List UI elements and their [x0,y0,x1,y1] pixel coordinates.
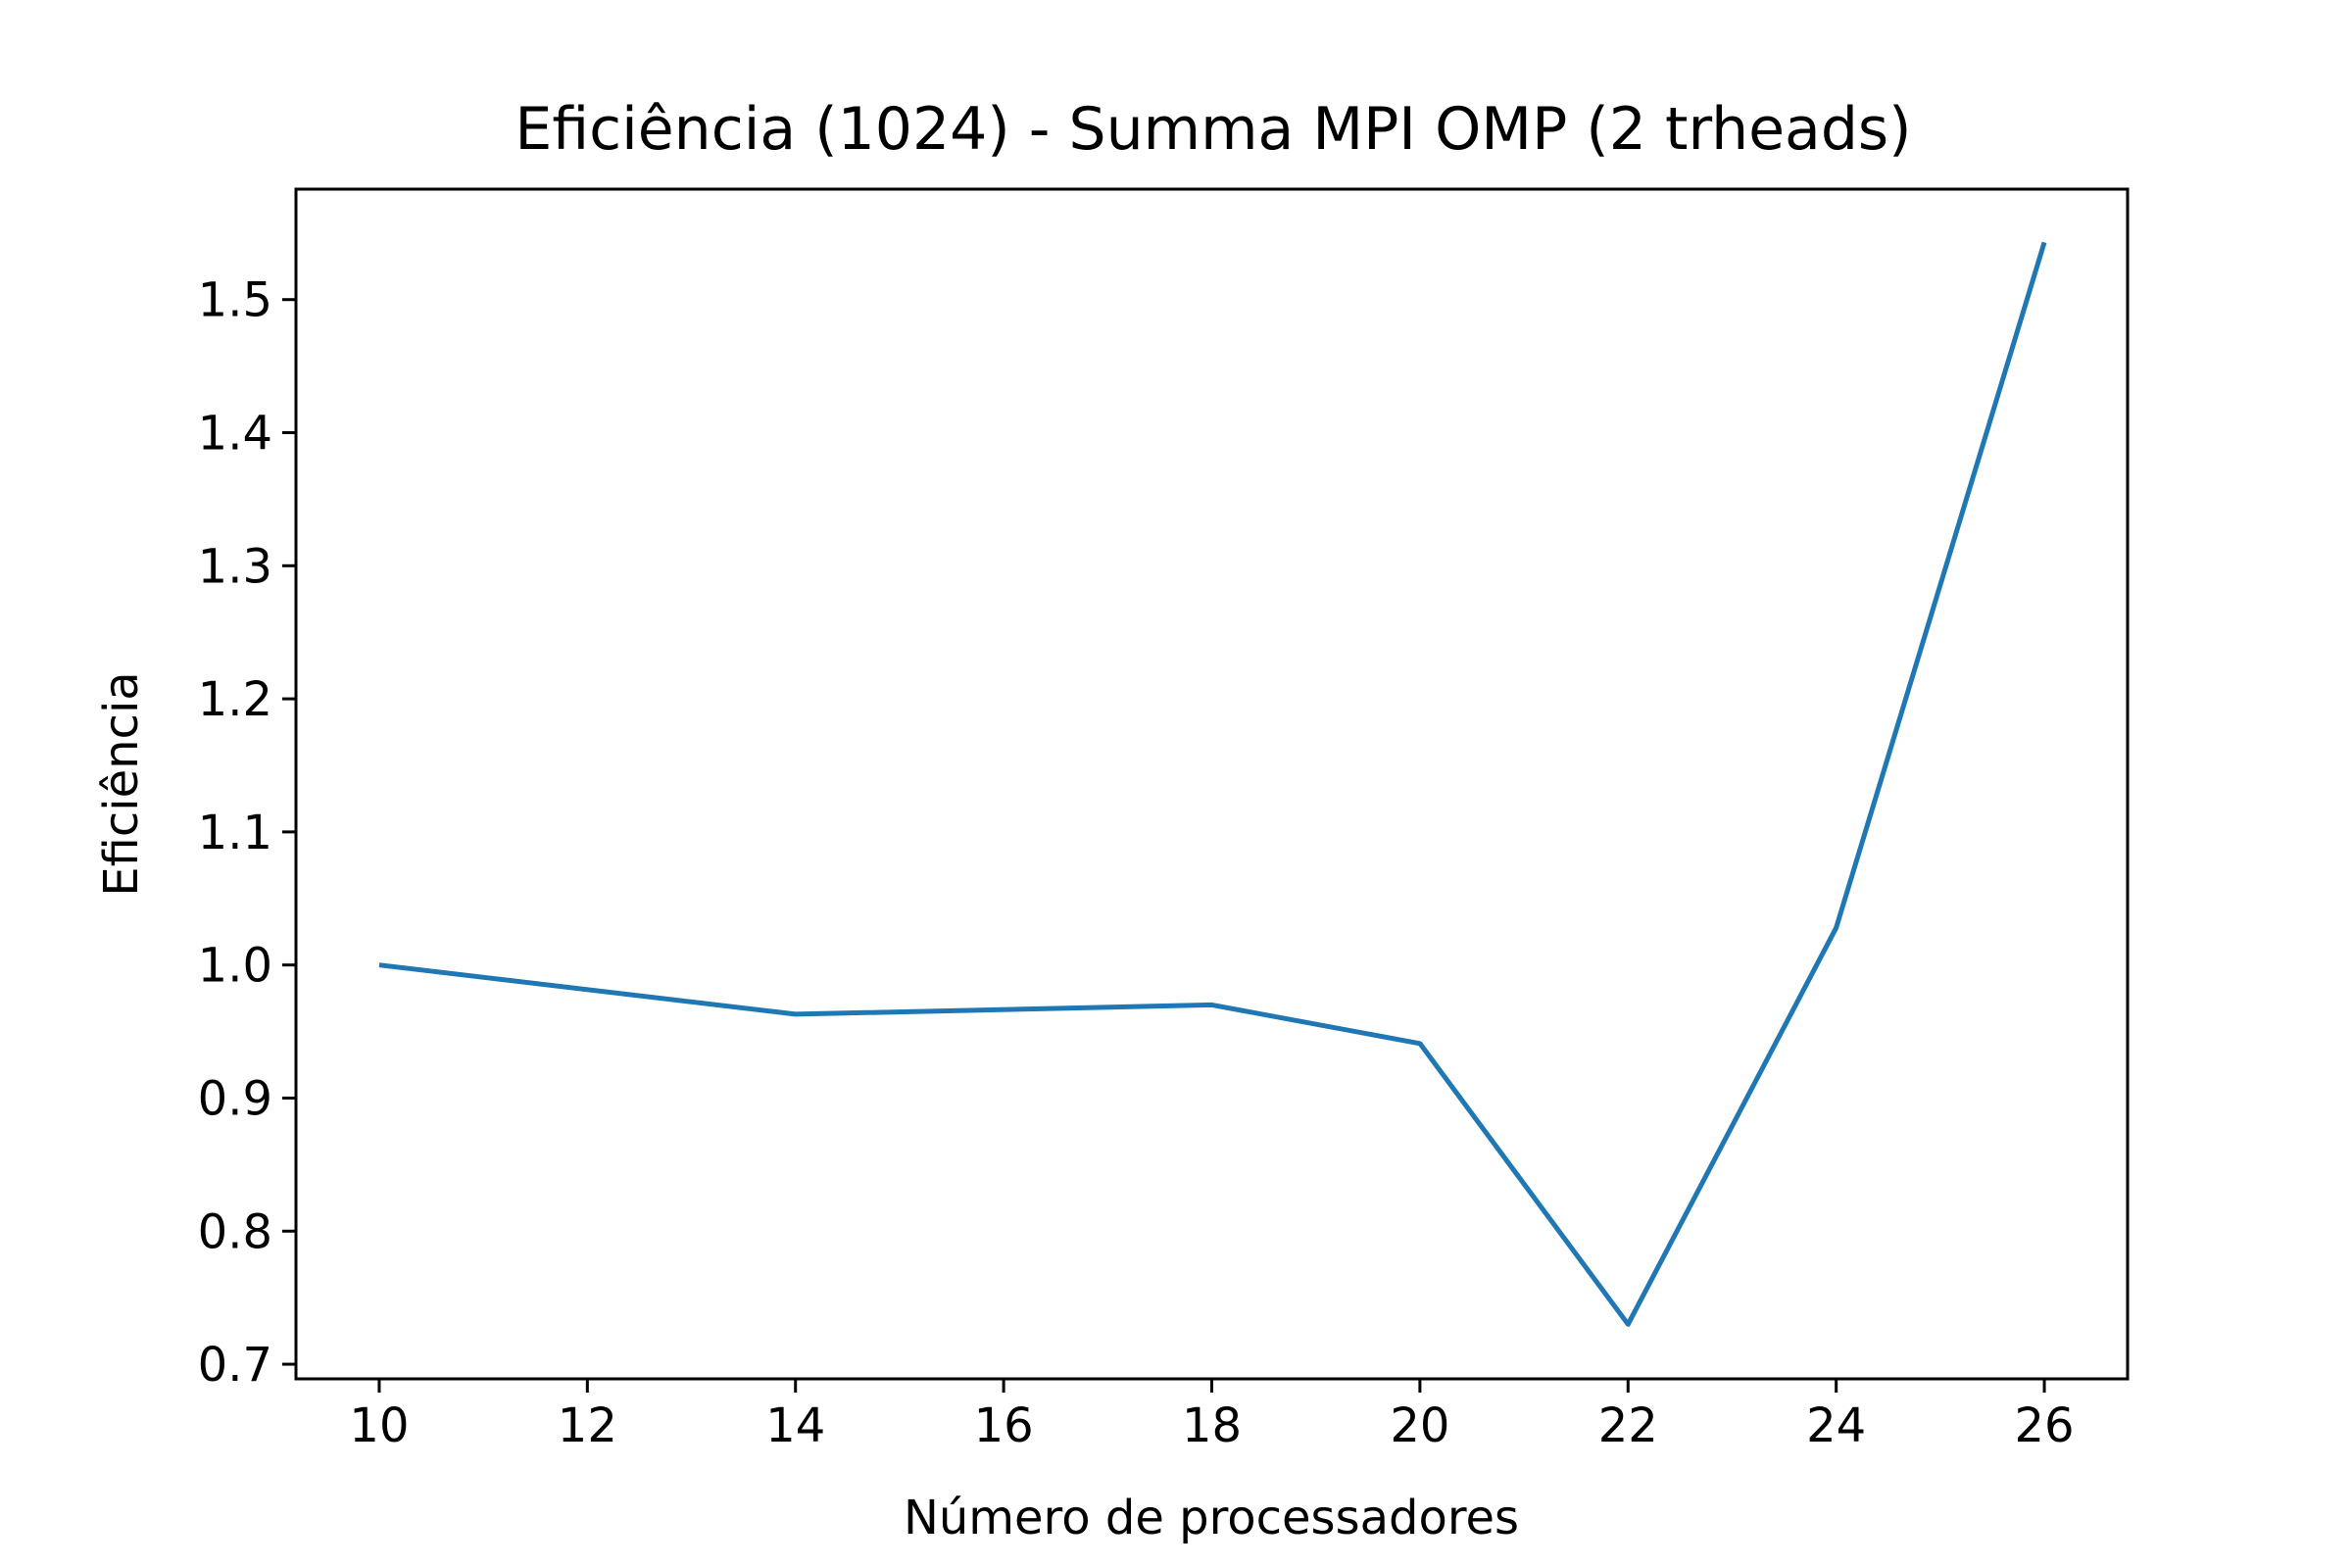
plot-area: 10 12 14 16 18 20 22 24 26 0.7 0.8 0.9 1.0 1.1 1.2 1.3… [198,187,2130,1453]
y-axis-label: Eficiência [94,671,149,896]
y-tick-label: 1.1 [198,806,272,860]
y-tick-label: 0.8 [198,1204,272,1259]
series-line-0 [378,241,2047,1327]
y-tick-label: 1.3 [198,539,272,594]
series-layer [378,241,2047,1327]
x-tick-label: 12 [558,1398,617,1453]
y-tick-label: 1.0 [198,939,272,994]
x-tick-label: 20 [1390,1398,1449,1453]
x-tick-label: 14 [765,1398,825,1453]
y-tick-label: 0.9 [198,1071,272,1126]
y-axis-ticks: 0.7 0.8 0.9 1.0 1.1 1.2 1.3 1.4 1.5 [198,273,296,1393]
x-tick-label: 26 [2015,1398,2075,1453]
x-tick-label: 24 [1806,1398,1866,1453]
x-axis-ticks: 10 12 14 16 18 20 22 24 26 [349,1379,2075,1453]
axes-frame [294,187,2130,1381]
chart-title: Eficiência (1024) - Summa MPI OMP (2 trh… [514,95,1911,164]
y-tick-label: 1.4 [198,407,272,462]
x-tick-label: 16 [974,1398,1034,1453]
x-tick-label: 22 [1598,1398,1658,1453]
y-tick-label: 0.7 [198,1338,272,1393]
x-axis-label: Número de processadores [904,1491,1519,1545]
x-tick-label: 10 [349,1398,409,1453]
y-tick-label: 1.2 [198,672,272,727]
plot-background [296,189,2128,1379]
y-tick-label: 1.5 [198,273,272,328]
x-tick-label: 18 [1182,1398,1242,1453]
